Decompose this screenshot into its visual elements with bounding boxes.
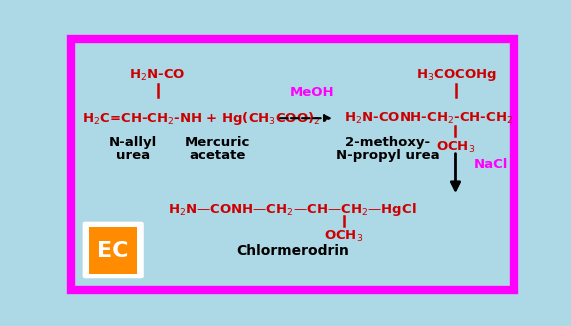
Text: acetate: acetate	[189, 149, 246, 162]
Text: urea: urea	[116, 149, 150, 162]
Bar	[89, 228, 137, 274]
Text: Chlormerodrin: Chlormerodrin	[236, 244, 349, 258]
Text: OCH$_3$: OCH$_3$	[436, 140, 475, 155]
Text: MeOH: MeOH	[290, 86, 335, 99]
Text: H$_2$N-CO: H$_2$N-CO	[130, 68, 186, 83]
Text: OCH$_3$: OCH$_3$	[324, 229, 363, 244]
Text: N-propyl urea: N-propyl urea	[336, 149, 440, 162]
Text: 2-methoxy-: 2-methoxy-	[345, 136, 431, 149]
Text: H$_2$N—CONH—CH$_2$—CH—CH$_2$—HgCl: H$_2$N—CONH—CH$_2$—CH—CH$_2$—HgCl	[168, 201, 417, 218]
Text: H$_2$N-CONH-CH$_2$-CH-CH$_2$: H$_2$N-CONH-CH$_2$-CH-CH$_2$	[344, 111, 513, 126]
Text: N-allyl: N-allyl	[109, 136, 158, 149]
Text: H$_2$C=CH-CH$_2$-NH + Hg(CH$_3$COO)$_2$: H$_2$C=CH-CH$_2$-NH + Hg(CH$_3$COO)$_2$	[82, 110, 321, 127]
Text: EC: EC	[97, 241, 128, 261]
FancyBboxPatch shape	[83, 222, 143, 278]
Text: H$_3$COCOHg: H$_3$COCOHg	[416, 67, 497, 83]
Text: NaCl: NaCl	[474, 158, 508, 171]
Text: Mercuric: Mercuric	[185, 136, 250, 149]
